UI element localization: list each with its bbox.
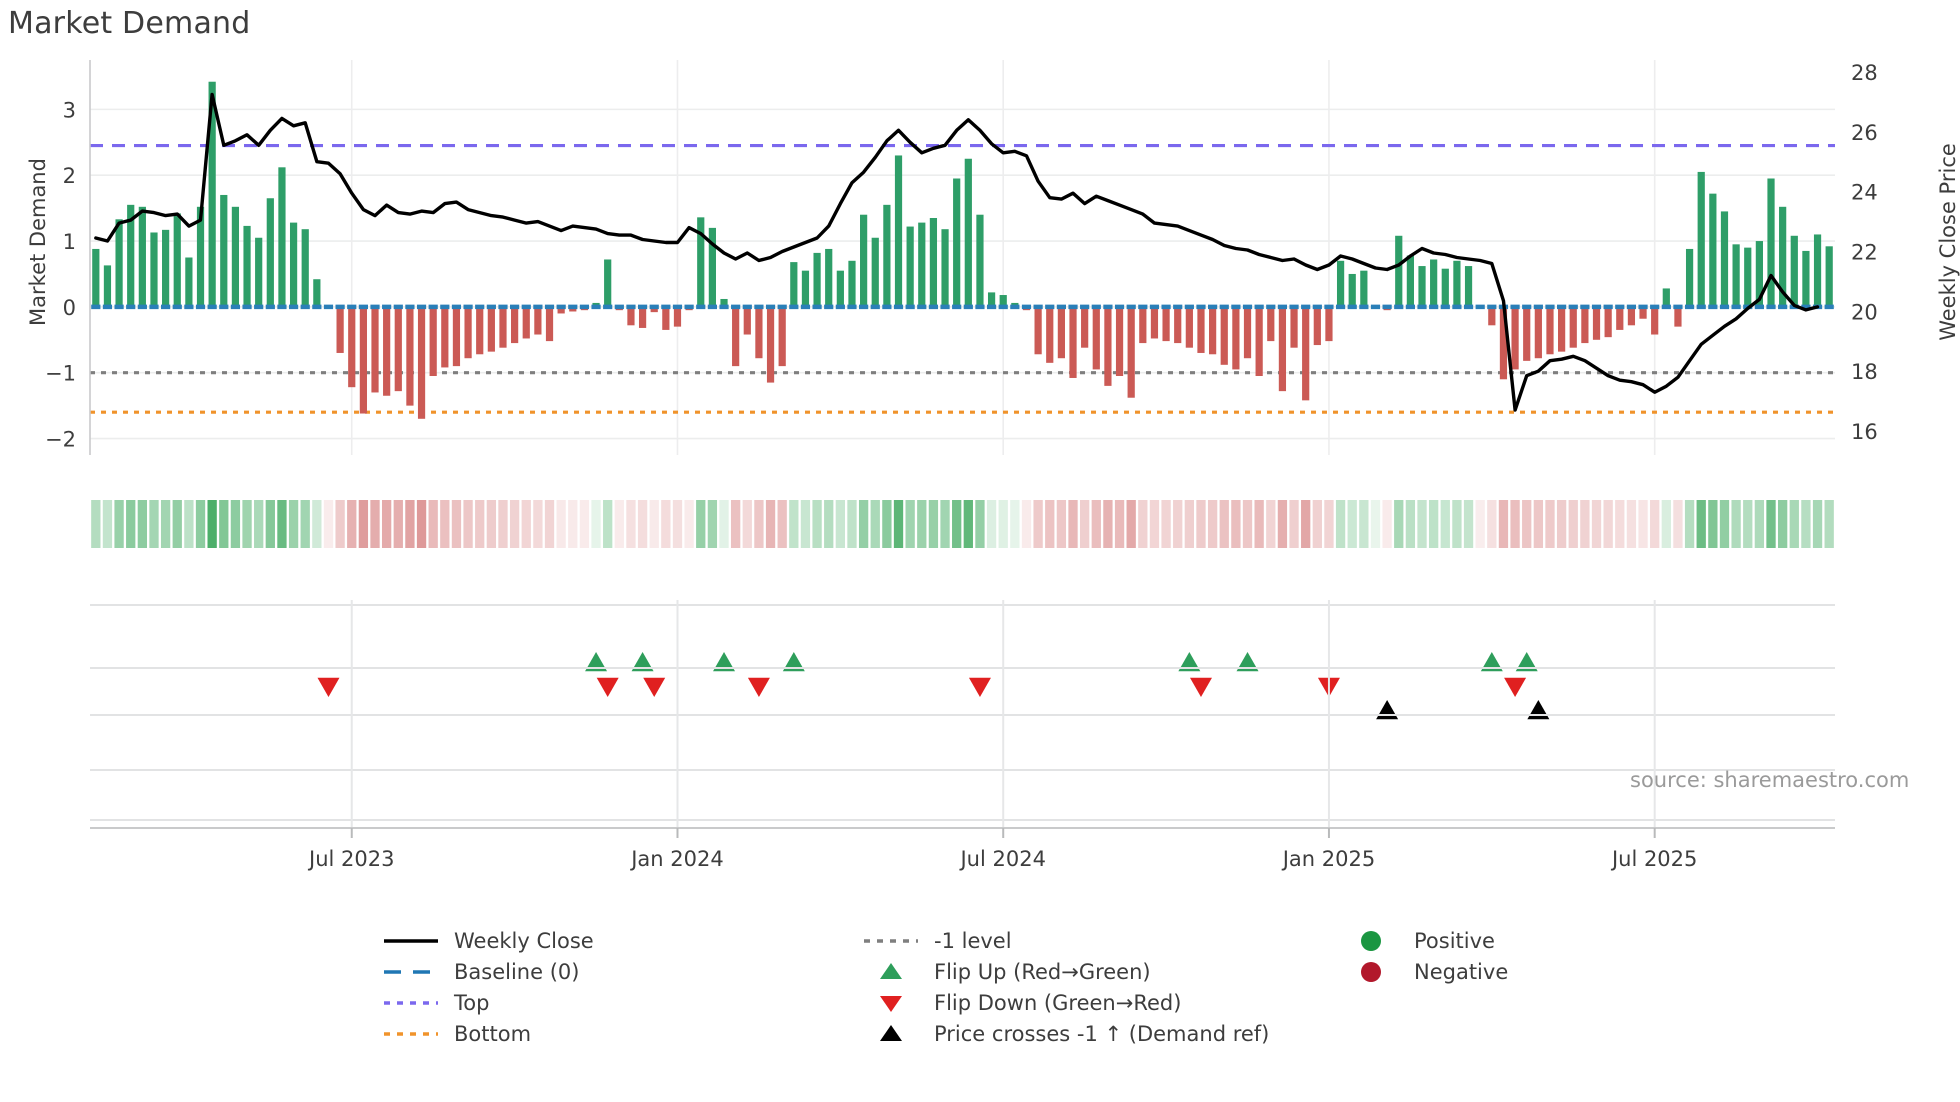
legend-label: Top — [454, 990, 490, 1015]
triangle-up-icon — [880, 962, 902, 979]
legend-item[interactable]: Flip Down (Green→Red) — [860, 987, 1181, 1018]
triangle-down-icon — [880, 995, 902, 1012]
svg-text:1: 1 — [63, 230, 76, 254]
reference-lines — [90, 143, 1835, 414]
legend-item[interactable]: Baseline (0) — [380, 956, 579, 987]
circle-icon — [1361, 930, 1381, 951]
legend-label: Bottom — [454, 1021, 532, 1046]
svg-text:2: 2 — [63, 164, 76, 188]
line-dotted-icon — [384, 1000, 438, 1005]
chart-title: Market Demand — [8, 6, 251, 41]
svg-text:Jan 2024: Jan 2024 — [629, 847, 724, 871]
weekly-close-line — [94, 92, 1820, 412]
legend-item[interactable]: Weekly Close — [380, 925, 594, 956]
svg-text:22: 22 — [1851, 241, 1878, 265]
svg-text:−2: −2 — [45, 428, 76, 452]
svg-text:20: 20 — [1851, 300, 1878, 324]
lower-gridlines — [90, 600, 1835, 828]
legend-item[interactable]: Negative — [1340, 956, 1508, 987]
legend-label: Positive — [1414, 928, 1495, 953]
line-dotted-icon — [864, 938, 918, 943]
legend-label: Flip Up (Red→Green) — [934, 959, 1151, 984]
demand-bars — [92, 81, 1833, 419]
svg-text:Jan 2025: Jan 2025 — [1281, 847, 1376, 871]
legend-label: -1 level — [934, 928, 1012, 953]
gridlines — [90, 60, 1835, 455]
svg-text:28: 28 — [1851, 61, 1878, 85]
source-attribution: source: sharemaestro.com — [1630, 768, 1910, 792]
svg-text:Jul 2024: Jul 2024 — [958, 847, 1045, 871]
svg-text:Jul 2025: Jul 2025 — [1610, 847, 1697, 871]
line-solid-icon — [384, 938, 438, 943]
svg-text:−1: −1 — [45, 362, 76, 386]
line-dotted-icon — [384, 1031, 438, 1036]
triangle-up-icon — [880, 1024, 902, 1041]
legend-label: Weekly Close — [454, 928, 594, 953]
legend-label: Price crosses -1 ↑ (Demand ref) — [934, 1021, 1270, 1046]
legend-item[interactable]: Flip Up (Red→Green) — [860, 956, 1151, 987]
legend-item[interactable]: Top — [380, 987, 489, 1018]
svg-text:0: 0 — [63, 296, 76, 320]
svg-text:24: 24 — [1851, 181, 1878, 205]
legend-label: Baseline (0) — [454, 959, 580, 984]
legend-item[interactable]: Positive — [1340, 925, 1495, 956]
svg-text:16: 16 — [1851, 420, 1878, 444]
left-axis-title: Market Demand — [26, 158, 50, 326]
marker-rows — [317, 652, 1550, 720]
demand-heatmap-strip — [91, 500, 1834, 548]
legend-item[interactable]: -1 level — [860, 925, 1012, 956]
right-axis-title: Weekly Close Price — [1936, 143, 1960, 341]
legend-label: Negative — [1414, 959, 1509, 984]
svg-text:3: 3 — [63, 98, 76, 122]
circle-icon — [1361, 961, 1381, 982]
svg-text:Jul 2023: Jul 2023 — [307, 847, 394, 871]
legend-item[interactable]: Price crosses -1 ↑ (Demand ref) — [860, 1018, 1269, 1049]
line-dashed-icon — [384, 969, 438, 974]
left-axis: 3 2 1 0 −1 −2 — [45, 60, 91, 455]
legend-label: Flip Down (Green→Red) — [934, 990, 1182, 1015]
x-axis: Jul 2023 Jan 2024 Jul 2024 Jan 2025 Jul 2025 — [90, 827, 1835, 871]
svg-text:26: 26 — [1851, 121, 1878, 145]
legend-item[interactable]: Bottom — [380, 1018, 531, 1049]
right-axis: 28 26 24 22 20 18 16 — [1851, 61, 1878, 444]
svg-text:18: 18 — [1851, 360, 1878, 384]
